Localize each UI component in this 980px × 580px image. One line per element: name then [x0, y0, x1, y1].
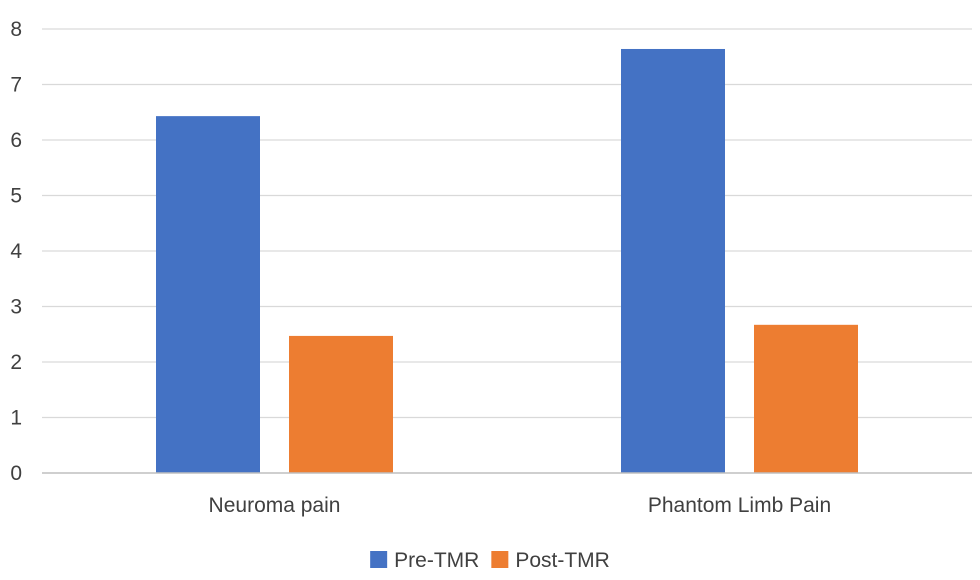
legend-item: Post-TMR: [491, 549, 610, 572]
legend-label: Post-TMR: [515, 549, 610, 572]
y-tick-label: 5: [10, 185, 22, 208]
legend-item: Pre-TMR: [370, 549, 479, 572]
y-tick-label: 4: [10, 240, 22, 263]
y-tick-label: 3: [10, 296, 22, 319]
legend-swatch: [370, 551, 388, 568]
y-tick-label: 7: [10, 74, 22, 97]
y-tick-label: 0: [10, 462, 22, 485]
category-labels: Neuroma pain Phantom Limb Pain: [209, 494, 832, 517]
bar-post-tmr-0: [289, 335, 393, 473]
y-tick-label: 1: [10, 407, 22, 430]
legend: Pre-TMR Post-TMR: [370, 549, 610, 572]
category-label: Neuroma pain: [209, 494, 341, 517]
y-axis-tick-labels: 0 1 2 3 4 5 6 7 8: [10, 18, 22, 485]
legend-swatch: [491, 551, 509, 568]
bars: [156, 48, 858, 473]
bar-pre-tmr-1: [621, 48, 725, 473]
legend-label: Pre-TMR: [394, 549, 479, 572]
y-tick-label: 6: [10, 129, 22, 152]
category-label: Phantom Limb Pain: [648, 494, 831, 517]
y-tick-label: 8: [10, 18, 22, 41]
bar-post-tmr-1: [754, 324, 858, 473]
bar-pre-tmr-0: [156, 116, 260, 473]
y-tick-label: 2: [10, 351, 22, 374]
